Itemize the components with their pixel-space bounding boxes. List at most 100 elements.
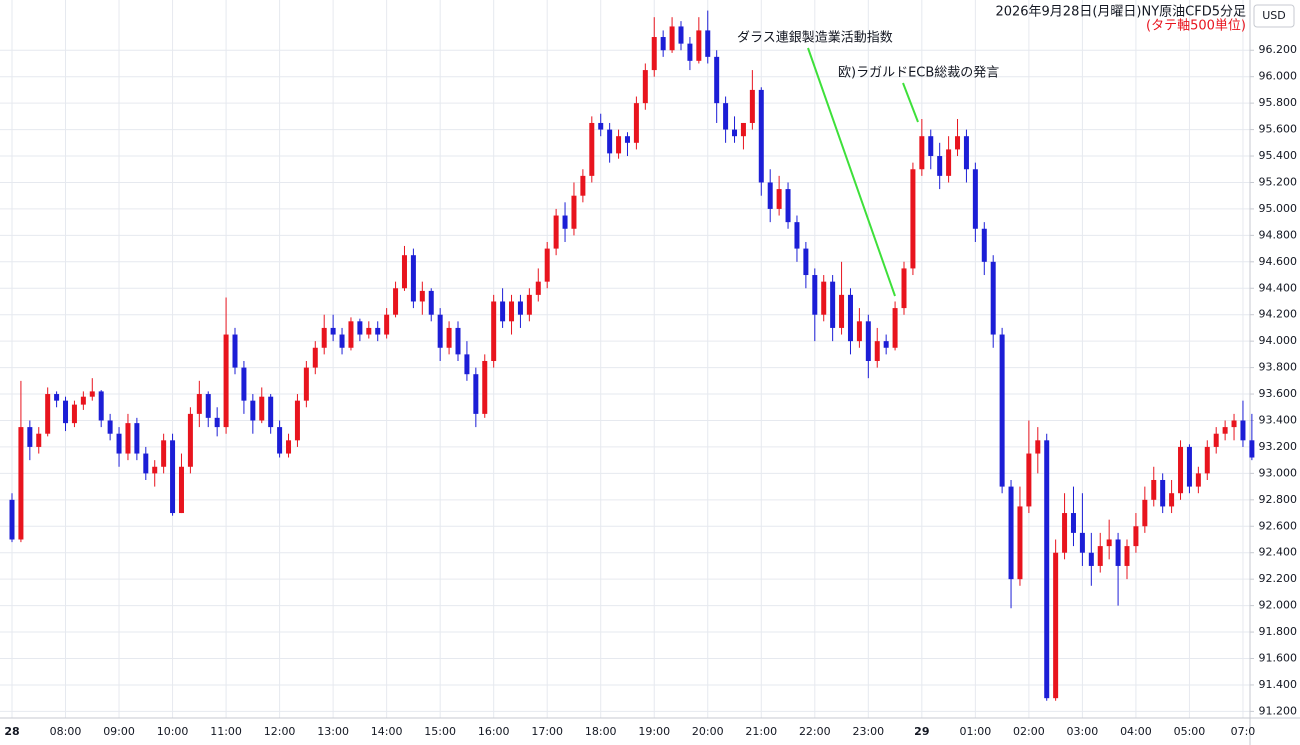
x-tick-label: 09:00 bbox=[103, 725, 135, 738]
candle-body bbox=[696, 30, 702, 61]
candle-body bbox=[946, 149, 952, 176]
candle-body bbox=[1124, 546, 1130, 566]
y-tick-label: 93.800 bbox=[1259, 361, 1298, 374]
x-tick-label: 13:00 bbox=[317, 725, 349, 738]
candle-body bbox=[27, 427, 33, 447]
candle-body bbox=[312, 347, 318, 368]
x-tick-label: 10:00 bbox=[157, 725, 189, 738]
candle-body bbox=[776, 189, 782, 209]
candle-body bbox=[205, 394, 211, 418]
candle-body bbox=[259, 396, 265, 421]
candle-body bbox=[107, 420, 113, 434]
x-tick-label: 16:00 bbox=[478, 725, 510, 738]
annotation-line bbox=[807, 47, 896, 297]
candle-body bbox=[509, 301, 515, 322]
candle-body bbox=[286, 440, 292, 454]
x-tick-label: 04:00 bbox=[1120, 725, 1152, 738]
candle-body bbox=[161, 440, 167, 467]
candle-body bbox=[830, 281, 836, 328]
y-tick-label: 92.200 bbox=[1259, 572, 1298, 585]
candle-body bbox=[339, 334, 345, 348]
chart-subtitle: (タテ軸500単位) bbox=[1146, 18, 1246, 34]
annotation-line bbox=[902, 82, 919, 123]
candle-body bbox=[116, 433, 122, 454]
candle-body bbox=[1151, 479, 1157, 500]
candle-body bbox=[740, 122, 746, 137]
x-tick-label: 07:0 bbox=[1231, 725, 1256, 738]
candle-body bbox=[54, 394, 60, 401]
candle-body bbox=[535, 281, 541, 295]
candle-body bbox=[910, 169, 916, 269]
candle-body bbox=[428, 290, 434, 315]
candle-body bbox=[410, 255, 416, 302]
x-tick-label: 15:00 bbox=[424, 725, 456, 738]
y-tick-label: 93.600 bbox=[1259, 387, 1298, 400]
candle-body bbox=[241, 367, 247, 401]
candle-body bbox=[1088, 552, 1094, 566]
candle-body bbox=[178, 466, 184, 514]
candle-body bbox=[232, 334, 238, 368]
candle-body bbox=[856, 321, 862, 342]
candle-body bbox=[1222, 427, 1228, 434]
candle-body bbox=[1079, 532, 1085, 553]
candle-body bbox=[633, 103, 639, 143]
x-tick-label: 02:00 bbox=[1013, 725, 1045, 738]
candle-body bbox=[9, 499, 15, 540]
y-tick-label: 94.000 bbox=[1259, 334, 1298, 347]
candle-body bbox=[562, 215, 568, 229]
candle-body bbox=[919, 136, 925, 170]
candle-body bbox=[687, 43, 693, 61]
candle-body bbox=[250, 400, 256, 421]
candle-body bbox=[134, 423, 140, 454]
candle-body bbox=[1169, 493, 1175, 507]
candle-body bbox=[624, 136, 630, 143]
candle-body bbox=[839, 294, 845, 328]
candle-body bbox=[1231, 420, 1237, 428]
candle-body bbox=[500, 301, 506, 322]
x-tick-label: 11:00 bbox=[210, 725, 242, 738]
candle-body bbox=[937, 156, 943, 176]
candle-body bbox=[767, 182, 773, 209]
candle-body bbox=[589, 122, 595, 176]
currency-box[interactable] bbox=[1253, 4, 1295, 28]
candle-body bbox=[71, 404, 77, 424]
candle-body bbox=[580, 175, 586, 196]
currency-label[interactable]: USD bbox=[1262, 9, 1286, 22]
candle-body bbox=[1070, 513, 1076, 533]
candle-body bbox=[517, 301, 523, 315]
y-tick-label: 92.000 bbox=[1259, 599, 1298, 612]
x-tick-label: 29 bbox=[914, 725, 929, 738]
candle-body bbox=[821, 281, 827, 315]
candle-body bbox=[1204, 446, 1210, 474]
candle-body bbox=[330, 327, 336, 335]
candle-body bbox=[89, 391, 95, 397]
y-tick-label: 94.600 bbox=[1259, 255, 1298, 268]
candle-body bbox=[294, 400, 300, 441]
candle-body bbox=[544, 248, 550, 282]
candle-body bbox=[571, 195, 577, 229]
candle-body bbox=[464, 354, 470, 375]
candle-body bbox=[187, 413, 193, 467]
candle-body bbox=[678, 26, 684, 44]
y-tick-label: 96.200 bbox=[1259, 43, 1298, 56]
y-tick-label: 95.600 bbox=[1259, 123, 1298, 136]
candle-body bbox=[482, 360, 488, 414]
candle-body bbox=[1106, 539, 1112, 547]
candle-body bbox=[812, 275, 818, 315]
candle-body bbox=[883, 341, 889, 348]
y-tick-label: 93.200 bbox=[1259, 440, 1298, 453]
candle-body bbox=[303, 367, 309, 401]
candle-body bbox=[1160, 479, 1166, 507]
y-tick-label: 91.800 bbox=[1259, 625, 1298, 638]
candle-body bbox=[1026, 453, 1032, 507]
candle-body bbox=[419, 290, 425, 302]
y-tick-label: 92.400 bbox=[1259, 546, 1298, 559]
candle-body bbox=[972, 169, 978, 229]
candle-body bbox=[785, 189, 791, 223]
candle-body bbox=[348, 321, 354, 348]
candle-body bbox=[794, 222, 800, 249]
y-tick-label: 95.800 bbox=[1259, 96, 1298, 109]
candle-body bbox=[401, 255, 407, 289]
candle-body bbox=[847, 294, 853, 342]
